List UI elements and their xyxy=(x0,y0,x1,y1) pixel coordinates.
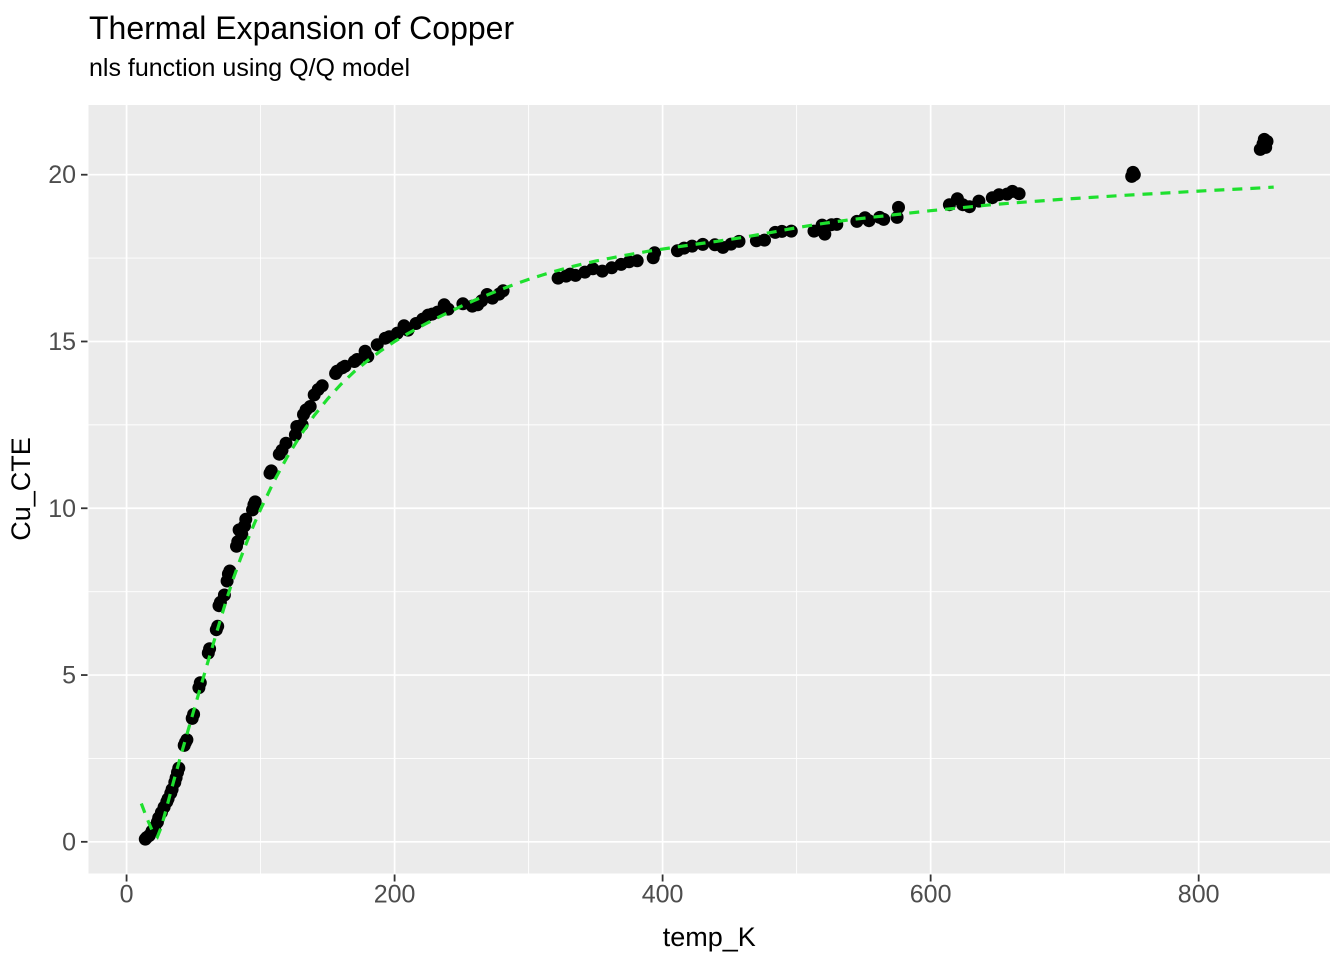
data-point xyxy=(180,733,194,747)
data-point xyxy=(279,436,293,450)
axis-ticks xyxy=(81,173,1200,882)
data-point xyxy=(630,254,644,268)
data-point xyxy=(248,495,262,509)
data-point xyxy=(758,233,771,247)
data-point xyxy=(264,464,278,478)
x-axis-title: temp_K xyxy=(663,922,756,952)
x-tick-labels: 0 200 400 600 800 xyxy=(120,881,1220,909)
data-point xyxy=(818,227,832,241)
y-axis-title: Cu_CTE xyxy=(6,437,36,541)
data-point xyxy=(892,200,905,214)
data-point xyxy=(193,676,207,690)
plot-panel xyxy=(88,105,1330,874)
data-point xyxy=(862,214,876,228)
y-tick-label: 10 xyxy=(48,495,76,523)
x-tick-label: 800 xyxy=(1178,881,1220,909)
y-tick-label: 20 xyxy=(48,161,76,189)
y-tick-label: 5 xyxy=(62,662,76,690)
data-point xyxy=(303,400,317,413)
x-tick-label: 600 xyxy=(910,881,952,909)
data-point xyxy=(239,512,253,526)
chart-title: Thermal Expansion of Copper xyxy=(89,10,515,46)
data-point xyxy=(648,246,662,260)
data-point xyxy=(315,379,329,393)
data-point xyxy=(775,224,789,238)
data-point xyxy=(350,353,364,366)
y-tick-labels: 0 5 10 15 20 xyxy=(48,161,76,856)
fit-line xyxy=(139,185,1274,840)
data-point xyxy=(361,350,375,363)
x-tick-label: 0 xyxy=(120,881,134,909)
x-tick-label: 400 xyxy=(642,881,684,909)
x-tick-label: 200 xyxy=(374,881,416,909)
y-tick-label: 15 xyxy=(48,328,76,356)
data-point xyxy=(1260,134,1274,148)
data-point xyxy=(1012,187,1026,201)
data-point xyxy=(1127,168,1141,182)
data-point xyxy=(223,564,237,578)
data-point xyxy=(685,239,699,253)
major-gridlines xyxy=(88,105,1330,874)
chart-subtitle: nls function using Q/Q model xyxy=(89,54,410,82)
y-tick-label: 0 xyxy=(62,828,76,856)
